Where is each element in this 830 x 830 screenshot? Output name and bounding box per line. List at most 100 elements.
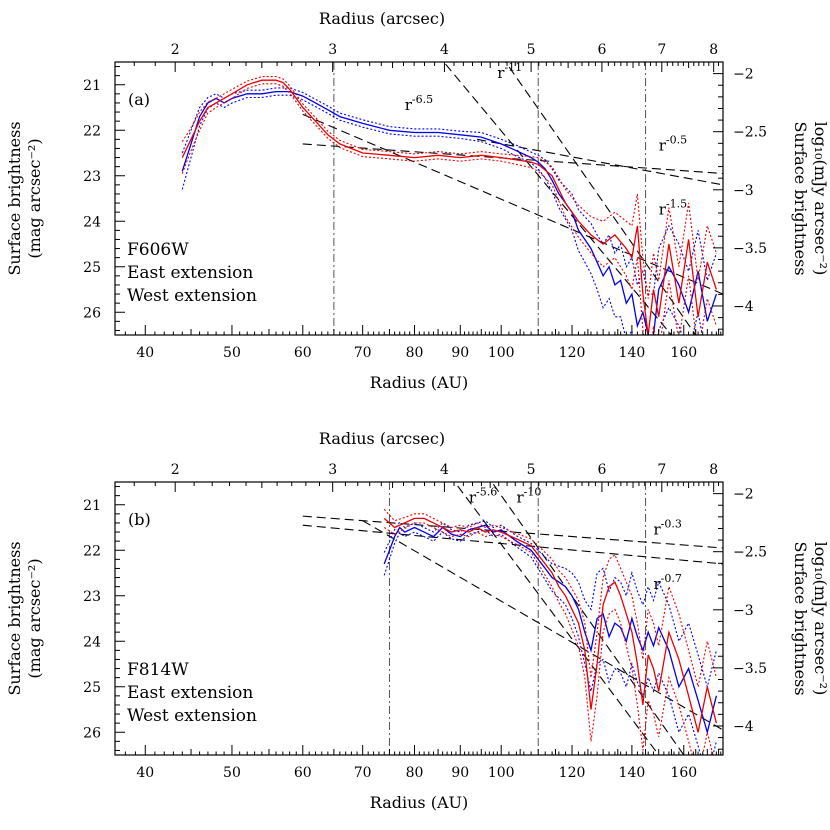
power-law-base: r bbox=[405, 96, 413, 114]
power-law-base: r bbox=[659, 137, 667, 155]
y-axis-label-units: (mag arcsec⁻²) bbox=[25, 558, 44, 678]
power-law-base: r bbox=[653, 520, 661, 538]
y2-tick-label: −4 bbox=[733, 299, 754, 315]
top-axis-label: Radius (arcsec) bbox=[319, 9, 445, 28]
series-error-upper bbox=[383, 508, 717, 687]
power-law-exponent: -11 bbox=[504, 61, 522, 74]
series-line bbox=[383, 524, 718, 735]
y-axis-label: Surface brightness bbox=[5, 121, 24, 275]
power-law-line bbox=[443, 62, 672, 335]
legend-entry: East extension bbox=[127, 263, 253, 283]
y2-tick-label: −4 bbox=[733, 719, 754, 735]
x-tick-label: 140 bbox=[619, 765, 646, 781]
power-law-label: r-6.5 bbox=[405, 93, 433, 114]
top-axis-label: Radius (arcsec) bbox=[319, 429, 445, 448]
y-tick-label: 24 bbox=[83, 214, 101, 230]
power-law-line bbox=[454, 482, 660, 755]
series-error-lower bbox=[383, 522, 714, 755]
power-law-label: r-0.5 bbox=[659, 134, 687, 155]
x-tick-label: 60 bbox=[294, 765, 312, 781]
top-tick-label: 7 bbox=[657, 462, 666, 478]
x-tick-label: 90 bbox=[451, 765, 469, 781]
top-tick-label: 6 bbox=[597, 42, 606, 58]
x-tick-label: 70 bbox=[354, 765, 372, 781]
power-law-exponent: -10 bbox=[524, 485, 542, 498]
power-law-base: r bbox=[469, 488, 477, 506]
x-tick-label: 70 bbox=[354, 345, 372, 361]
y2-tick-label: −3 bbox=[733, 183, 754, 199]
series-error-lower bbox=[383, 529, 717, 755]
x-axis-label: Radius (AU) bbox=[370, 373, 468, 392]
top-tick-label: 2 bbox=[171, 42, 180, 58]
y2-axis-label: Surface brightness bbox=[791, 121, 810, 275]
y-axis-label: Surface brightness bbox=[5, 541, 24, 695]
legend-entry: F814W bbox=[127, 660, 189, 680]
x-tick-label: 40 bbox=[136, 765, 154, 781]
legend-entry: East extension bbox=[127, 683, 253, 703]
series-line bbox=[181, 79, 718, 335]
x-tick-label: 160 bbox=[670, 345, 697, 361]
power-law-label: r-5.6 bbox=[469, 485, 497, 506]
y2-tick-label: −2.5 bbox=[733, 545, 767, 561]
y-tick-label: 26 bbox=[83, 725, 101, 741]
x-tick-label: 80 bbox=[406, 345, 424, 361]
power-law-label: r-11 bbox=[497, 61, 522, 82]
top-tick-label: 7 bbox=[657, 42, 666, 58]
power-law-base: r bbox=[653, 575, 661, 593]
x-tick-label: 60 bbox=[294, 345, 312, 361]
y-tick-label: 24 bbox=[83, 634, 101, 650]
y2-tick-label: −3.5 bbox=[733, 241, 767, 257]
top-tick-label: 2 bbox=[171, 462, 180, 478]
top-tick-label: 5 bbox=[527, 42, 536, 58]
y2-axis-label-units: log₁₀(mJy arcsec⁻²) bbox=[811, 542, 830, 696]
top-tick-label: 3 bbox=[328, 42, 337, 58]
x-tick-label: 40 bbox=[136, 345, 154, 361]
y2-tick-label: −2 bbox=[733, 487, 754, 503]
x-tick-label: 120 bbox=[559, 345, 586, 361]
top-tick-label: 8 bbox=[709, 42, 718, 58]
top-tick-label: 8 bbox=[709, 462, 718, 478]
y-tick-label: 25 bbox=[83, 680, 101, 696]
legend-entry: West extension bbox=[127, 706, 257, 726]
top-tick-label: 5 bbox=[527, 462, 536, 478]
power-law-label: r-1.5 bbox=[659, 197, 687, 218]
series-error-upper bbox=[383, 520, 717, 689]
top-tick-label: 3 bbox=[328, 462, 337, 478]
power-law-base: r bbox=[659, 200, 667, 218]
y2-tick-label: −2.5 bbox=[733, 125, 767, 141]
power-law-label: r-0.7 bbox=[653, 572, 681, 593]
y2-tick-label: −2 bbox=[733, 67, 754, 83]
x-tick-label: 140 bbox=[619, 345, 646, 361]
series-error-lower bbox=[181, 83, 717, 335]
series-error-lower bbox=[181, 94, 717, 335]
legend-entry: F606W bbox=[127, 240, 189, 260]
x-tick-label: 100 bbox=[488, 765, 515, 781]
power-law-exponent: -1.5 bbox=[666, 197, 687, 210]
power-law-exponent: -6.5 bbox=[412, 93, 433, 106]
x-tick-label: 50 bbox=[223, 345, 241, 361]
y-tick-label: 23 bbox=[83, 589, 101, 605]
x-tick-label: 50 bbox=[223, 765, 241, 781]
x-tick-label: 160 bbox=[670, 765, 697, 781]
power-law-exponent: -5.6 bbox=[476, 485, 497, 498]
power-law-exponent: -0.3 bbox=[661, 517, 682, 530]
y-tick-label: 26 bbox=[83, 305, 101, 321]
series-line bbox=[181, 90, 718, 335]
y-tick-label: 23 bbox=[83, 169, 101, 185]
x-tick-label: 80 bbox=[406, 765, 424, 781]
power-law-line bbox=[491, 482, 685, 755]
y-tick-label: 22 bbox=[83, 543, 101, 559]
power-law-line bbox=[302, 515, 723, 549]
x-tick-label: 90 bbox=[451, 345, 469, 361]
power-law-base: r bbox=[516, 488, 524, 506]
power-law-label: r-0.3 bbox=[653, 517, 681, 538]
y-tick-label: 25 bbox=[83, 260, 101, 276]
y2-axis-label-units: log₁₀(mJy arcsec⁻²) bbox=[811, 122, 830, 276]
y2-axis-label: Surface brightness bbox=[791, 541, 810, 695]
power-law-exponent: -0.7 bbox=[661, 572, 682, 585]
y2-tick-label: −3 bbox=[733, 603, 754, 619]
series-line bbox=[383, 517, 718, 733]
top-tick-label: 4 bbox=[440, 462, 449, 478]
